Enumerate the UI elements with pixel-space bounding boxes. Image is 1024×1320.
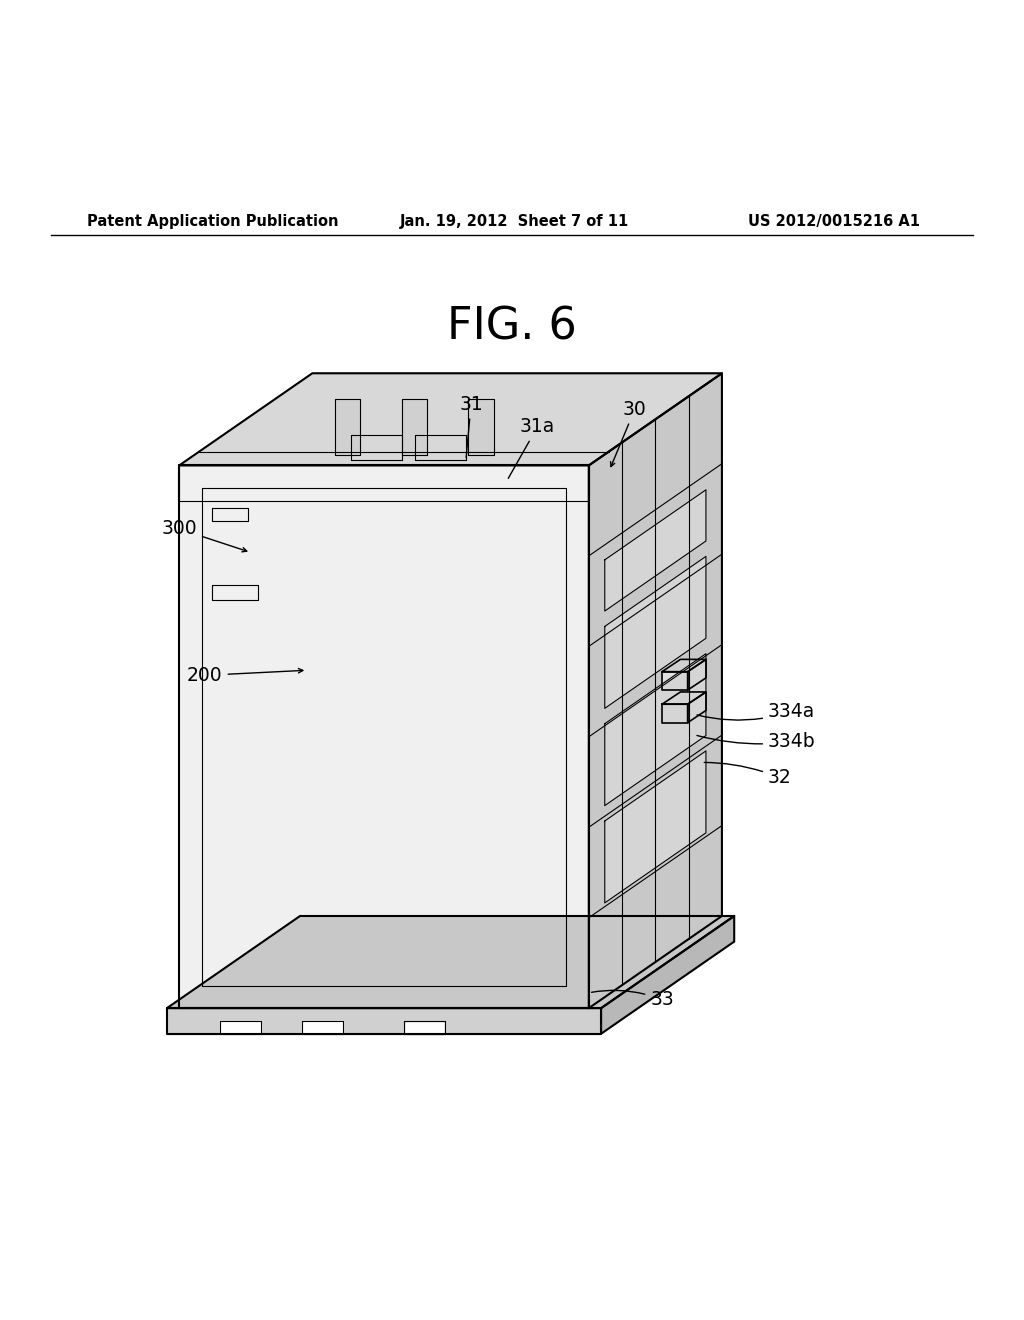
Text: US 2012/0015216 A1: US 2012/0015216 A1 xyxy=(748,214,920,230)
Text: Jan. 19, 2012  Sheet 7 of 11: Jan. 19, 2012 Sheet 7 of 11 xyxy=(399,214,629,230)
Polygon shape xyxy=(167,1008,601,1034)
Polygon shape xyxy=(302,1022,343,1034)
Text: 334a: 334a xyxy=(697,702,815,721)
Polygon shape xyxy=(605,556,706,709)
Polygon shape xyxy=(601,916,734,1034)
Text: 33: 33 xyxy=(592,990,674,1010)
Polygon shape xyxy=(605,653,706,805)
Text: 30: 30 xyxy=(610,400,647,466)
Polygon shape xyxy=(401,399,427,455)
Polygon shape xyxy=(662,692,707,705)
Polygon shape xyxy=(179,374,722,466)
Polygon shape xyxy=(167,916,734,1008)
Polygon shape xyxy=(605,751,706,903)
Polygon shape xyxy=(468,399,494,455)
Text: 31: 31 xyxy=(459,395,483,458)
Text: FIG. 6: FIG. 6 xyxy=(447,306,577,348)
Text: 300: 300 xyxy=(162,520,247,552)
Polygon shape xyxy=(404,1022,445,1034)
Polygon shape xyxy=(605,490,706,611)
Polygon shape xyxy=(662,660,707,672)
Polygon shape xyxy=(179,466,589,1008)
Polygon shape xyxy=(589,374,722,1008)
Polygon shape xyxy=(335,399,360,455)
Polygon shape xyxy=(404,1022,445,1034)
Text: Patent Application Publication: Patent Application Publication xyxy=(87,214,339,230)
Polygon shape xyxy=(688,692,707,722)
Polygon shape xyxy=(662,672,688,690)
Text: 31a: 31a xyxy=(508,417,555,478)
Text: 334b: 334b xyxy=(697,733,816,751)
Polygon shape xyxy=(662,705,688,722)
Polygon shape xyxy=(688,660,707,690)
Text: 32: 32 xyxy=(705,763,792,787)
Text: 200: 200 xyxy=(187,665,303,685)
Polygon shape xyxy=(220,1022,261,1034)
